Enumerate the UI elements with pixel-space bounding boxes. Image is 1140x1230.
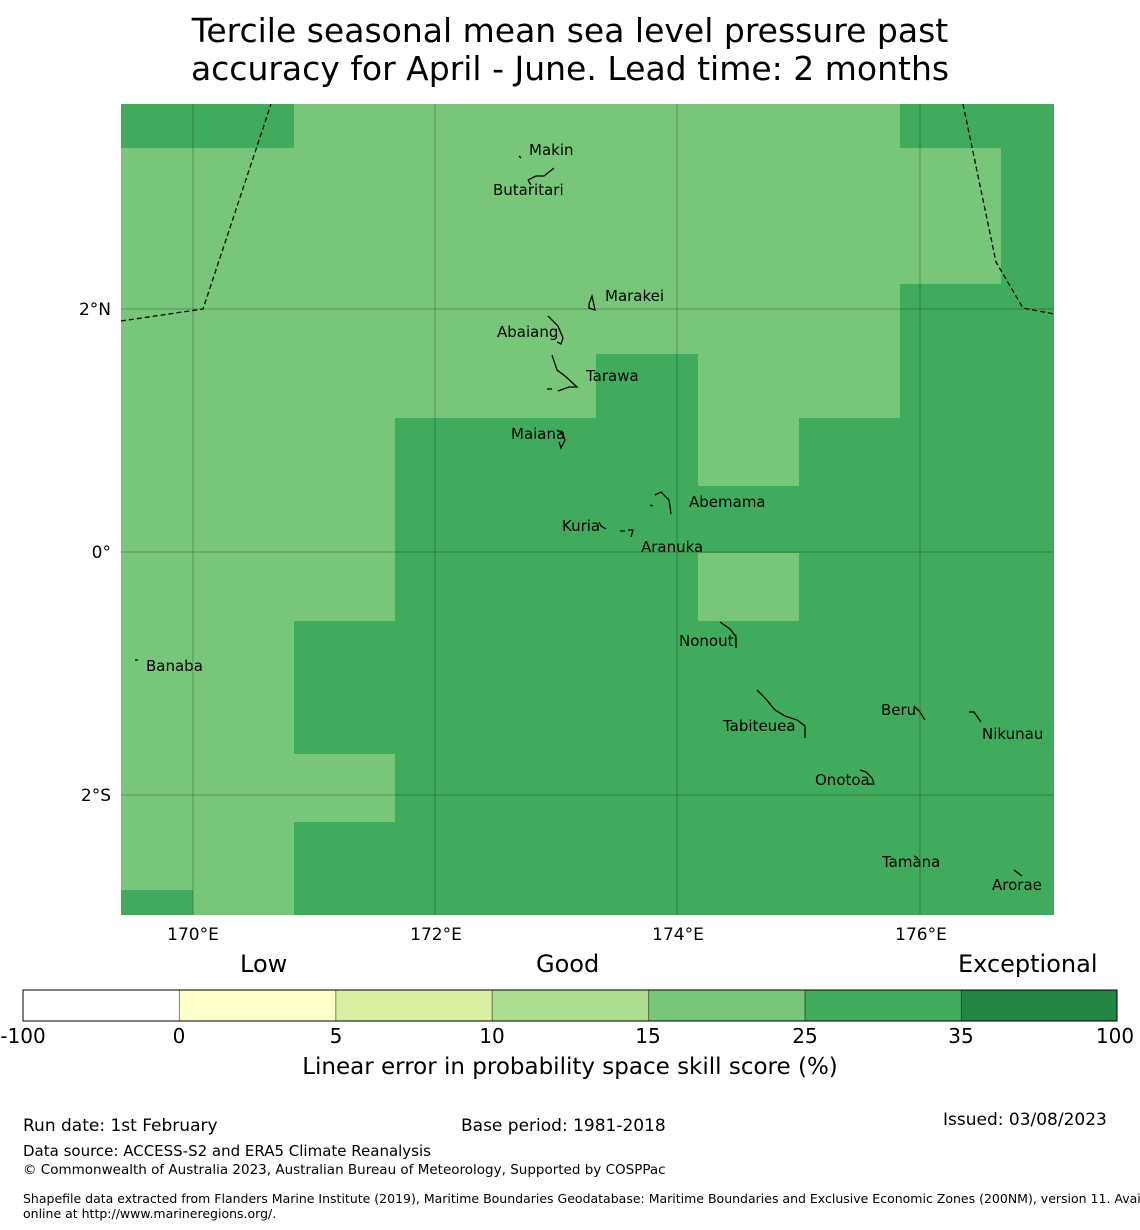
- island-shape-nikunau: [969, 711, 982, 723]
- colorbar-segment-7: [961, 990, 1117, 1021]
- island-label-aranuka: Aranuka: [641, 538, 703, 556]
- colorbar-tick-5: 5: [329, 1024, 343, 1048]
- colorbar-tick-0: 0: [172, 1024, 186, 1048]
- island-label-nonouti: Nonouti: [679, 632, 738, 650]
- colorbar-heading-low: Low: [240, 950, 288, 978]
- colorbar-segment-3: [335, 990, 493, 1021]
- island-shape-aranuka: [620, 529, 634, 538]
- copyright: © Commonwealth of Australia 2023, Austra…: [23, 1162, 666, 1178]
- lon-label-174e: 174°E: [652, 925, 704, 945]
- colorbar: [22, 989, 1118, 1022]
- latitude-labels: 2°N 0° 2°S: [79, 300, 111, 806]
- lon-label-172e: 172°E: [410, 925, 462, 945]
- colorbar-segment-2: [179, 990, 336, 1021]
- island-shape-abaiang: [547, 315, 564, 345]
- island-label-arorae: Arorae: [992, 876, 1042, 894]
- skill-regions-25-35: [121, 104, 1001, 915]
- lon-label-170e: 170°E: [167, 925, 219, 945]
- island-label-makin: Makin: [529, 141, 574, 159]
- island-shape-marakei: [588, 293, 596, 311]
- issued-date: Issued: 03/08/2023: [943, 1110, 1107, 1130]
- island-label-beru: Beru: [881, 701, 916, 719]
- island-shape-arorae: [1013, 869, 1023, 877]
- colorbar-segment-6: [805, 990, 962, 1021]
- island-shape-makin: [518, 155, 522, 159]
- colorbar-segment-1: [23, 990, 180, 1021]
- colorbar-heading-exceptional: Exceptional: [958, 950, 1098, 978]
- island-shape-tabiteuea: [756, 689, 806, 738]
- colorbar-tick-15: 15: [635, 1024, 661, 1048]
- island-shape-maiana: [556, 429, 566, 450]
- lon-label-176e: 176°E: [895, 925, 947, 945]
- island-shape-beru: [913, 705, 926, 721]
- region-equator-east: [698, 553, 799, 621]
- eez-boundaries: [120, 103, 1055, 322]
- island-label-abaiang: Abaiang: [497, 323, 558, 341]
- colorbar-tick-35: 35: [948, 1024, 974, 1048]
- colorbar-label: Linear error in probability space skill …: [302, 1054, 838, 1080]
- island-outlines: [135, 155, 1023, 877]
- region-west-bottom: [193, 890, 294, 915]
- island-labels: Makin Butaritari Marakei Abaiang Tarawa …: [146, 141, 1043, 894]
- colorbar-heading-good: Good: [536, 950, 600, 978]
- longitude-labels: 170°E 172°E 174°E 176°E: [167, 925, 947, 945]
- island-label-tabiteuea: Tabiteuea: [722, 717, 796, 735]
- lat-label-0: 0°: [92, 543, 111, 563]
- map-gridlines: [121, 104, 1054, 915]
- island-label-tarawa: Tarawa: [585, 367, 639, 385]
- title-line-2: accuracy for April - June. Lead time: 2 …: [190, 49, 950, 88]
- region-west-lower: [121, 621, 294, 890]
- colorbar-tick-10: 10: [479, 1024, 505, 1048]
- lat-label-2s: 2°S: [81, 786, 111, 806]
- region-north-e: [900, 148, 1001, 284]
- shapefile-credit-line-1: Shapefile data extracted from Flanders M…: [23, 1191, 1140, 1206]
- island-label-banaba: Banaba: [146, 657, 203, 675]
- run-date: Run date: 1st February: [23, 1116, 218, 1136]
- region-mid-east: [698, 418, 799, 486]
- base-period: Base period: 1981-2018: [461, 1116, 666, 1136]
- colorbar-tick-minus100: -100: [0, 1024, 46, 1048]
- colorbar-tick-100: 100: [1095, 1024, 1135, 1048]
- island-shape-kuria: [598, 521, 607, 530]
- island-label-maiana: Maiana: [511, 425, 565, 443]
- island-label-tamana: Tamana: [881, 853, 940, 871]
- colorbar-segment-4: [492, 990, 649, 1021]
- data-source: Data source: ACCESS-S2 and ERA5 Climate …: [23, 1142, 431, 1160]
- island-label-abemama: Abemama: [689, 493, 766, 511]
- island-shape-nonouti: [719, 621, 737, 648]
- island-label-nikunau: Nikunau: [982, 725, 1043, 743]
- colorbar-segment-5: [648, 990, 805, 1021]
- region-west: [121, 418, 395, 621]
- island-shape-abemama: [649, 491, 672, 515]
- island-label-butaritari: Butaritari: [493, 181, 564, 199]
- colorbar-tick-25: 25: [792, 1024, 818, 1048]
- region-north-d: [698, 104, 900, 418]
- island-shape-butaritari: [527, 167, 555, 186]
- island-shape-tamana: [913, 855, 919, 859]
- island-label-marakei: Marakei: [605, 287, 664, 305]
- shapefile-credit-line-2: online at http://www.marineregions.org/.: [23, 1206, 277, 1221]
- lat-label-2n: 2°N: [79, 300, 111, 320]
- island-shape-onotoa: [859, 769, 875, 785]
- title-line-1: Tercile seasonal mean sea level pressure…: [191, 11, 949, 50]
- colorbar-frame: [22, 989, 1118, 1022]
- island-label-kuria: Kuria: [562, 517, 600, 535]
- eez-boundary-west: [120, 103, 272, 322]
- eez-boundary-east: [962, 103, 1055, 315]
- region-southwest-step: [294, 754, 395, 822]
- island-shape-tarawa: [547, 354, 579, 392]
- chart-title: Tercile seasonal mean sea level pressure…: [0, 12, 1140, 88]
- island-label-onotoa: Onotoa: [815, 771, 870, 789]
